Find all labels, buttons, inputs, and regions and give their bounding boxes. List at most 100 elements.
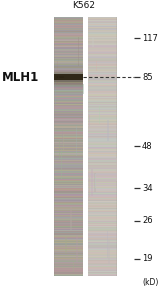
Bar	[88, 95, 117, 96]
Bar	[88, 251, 117, 252]
Bar	[54, 259, 83, 260]
Bar	[54, 126, 83, 127]
Bar	[54, 68, 83, 74]
Bar	[88, 121, 117, 122]
Bar	[88, 190, 117, 191]
Bar	[54, 178, 83, 179]
Bar	[54, 172, 83, 173]
Bar	[88, 208, 117, 209]
Bar	[54, 75, 83, 76]
Bar	[88, 210, 117, 211]
Bar	[54, 30, 83, 31]
Bar	[88, 272, 117, 273]
Bar	[54, 55, 83, 56]
Bar	[88, 68, 117, 69]
Bar	[54, 116, 83, 117]
Bar	[54, 77, 83, 78]
Bar	[54, 258, 83, 259]
Bar	[88, 264, 117, 265]
Bar	[88, 173, 117, 174]
Bar	[54, 84, 83, 85]
Bar	[54, 173, 83, 174]
Bar	[88, 180, 117, 181]
Bar	[54, 247, 83, 248]
Bar	[88, 215, 117, 216]
Bar	[88, 174, 117, 175]
Bar	[88, 177, 117, 178]
Bar	[88, 262, 117, 263]
Bar	[54, 123, 83, 124]
Bar	[54, 227, 83, 228]
Bar	[88, 187, 117, 188]
Bar	[88, 49, 117, 50]
Bar	[54, 91, 83, 92]
Bar	[54, 196, 83, 197]
Bar	[54, 169, 83, 170]
Bar	[88, 211, 117, 212]
Bar	[54, 182, 83, 183]
Bar	[88, 226, 117, 227]
Bar	[54, 240, 83, 241]
Bar	[88, 248, 117, 249]
Bar	[54, 198, 83, 199]
Bar	[54, 272, 83, 273]
Bar	[88, 93, 117, 94]
Bar	[88, 139, 117, 140]
Text: 26: 26	[142, 216, 153, 225]
Bar	[54, 51, 83, 52]
Bar	[54, 195, 83, 196]
Bar	[54, 139, 83, 140]
Bar	[54, 79, 83, 80]
Bar	[88, 169, 117, 170]
Bar	[54, 267, 83, 268]
Bar	[88, 263, 117, 264]
Bar	[54, 44, 83, 45]
Bar	[54, 255, 83, 256]
Bar	[54, 211, 83, 212]
Bar	[88, 47, 117, 48]
Bar	[54, 60, 83, 61]
Bar	[54, 16, 83, 17]
Bar	[54, 27, 83, 28]
Bar	[54, 257, 83, 258]
Bar	[88, 216, 117, 217]
Bar	[70, 207, 72, 227]
Bar	[54, 212, 83, 213]
Bar	[88, 43, 117, 44]
Bar	[107, 120, 109, 141]
Bar	[88, 261, 117, 262]
Bar	[76, 126, 77, 156]
Bar	[54, 142, 83, 143]
Text: 117: 117	[142, 34, 158, 43]
Bar	[54, 74, 83, 80]
Bar	[54, 146, 83, 147]
Bar	[54, 86, 83, 87]
Bar	[88, 84, 117, 85]
Bar	[88, 76, 117, 77]
Bar	[54, 274, 83, 275]
Bar	[54, 78, 83, 79]
Bar	[88, 54, 117, 55]
Bar	[88, 229, 117, 230]
Bar	[88, 89, 117, 90]
Bar	[54, 136, 83, 137]
Bar	[83, 84, 84, 94]
Bar	[88, 260, 117, 261]
Bar	[54, 21, 83, 22]
Bar	[88, 152, 117, 153]
Bar	[54, 41, 83, 42]
Bar	[54, 101, 83, 102]
Bar	[54, 61, 83, 62]
Bar	[88, 170, 117, 171]
Bar	[88, 201, 117, 202]
Bar	[54, 151, 83, 152]
Bar	[54, 154, 83, 155]
Bar	[88, 162, 117, 163]
Bar	[54, 245, 83, 246]
Bar	[88, 223, 117, 224]
Bar	[54, 19, 83, 20]
Bar	[88, 143, 117, 144]
Bar	[54, 115, 83, 116]
Bar	[54, 175, 83, 176]
Bar	[54, 143, 83, 144]
